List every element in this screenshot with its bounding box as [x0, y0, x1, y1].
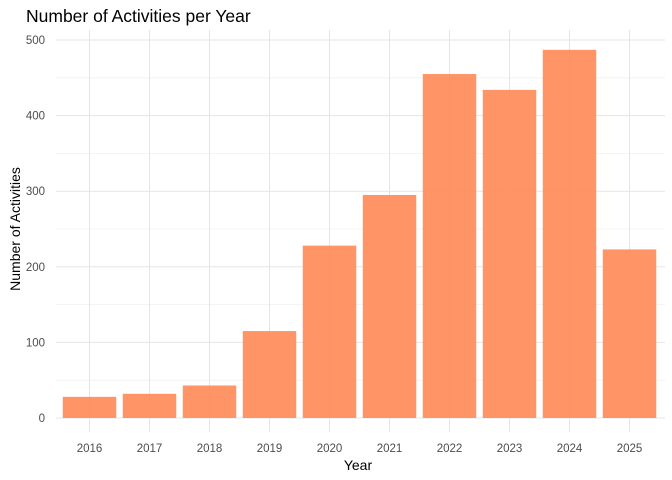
x-tick-label: 2016	[77, 443, 103, 455]
y-axis-title: Number of Activities	[7, 167, 23, 291]
bar-2024	[542, 49, 597, 418]
x-tick-label: 2023	[497, 443, 523, 455]
bar-2018	[182, 385, 237, 418]
y-tick-label: 0	[39, 413, 45, 425]
bar-2021	[362, 194, 417, 418]
bar-2017	[122, 393, 177, 418]
x-tick-label: 2021	[377, 443, 403, 455]
y-tick-label: 400	[26, 111, 45, 123]
bar-2025	[602, 249, 657, 418]
bars	[62, 49, 657, 419]
x-tick-label: 2018	[197, 443, 223, 455]
x-tick-label: 2019	[257, 443, 283, 455]
chart-title: Number of Activities per Year	[26, 6, 251, 26]
y-tick-label: 100	[26, 337, 45, 349]
bar-2023	[482, 89, 537, 419]
bar-2022	[422, 74, 477, 419]
x-tick-label: 2017	[137, 443, 163, 455]
x-tick-label: 2022	[437, 443, 463, 455]
bar-2020	[302, 245, 357, 418]
x-axis-ticks: 2016 2017 2018 2019 2020 2021 2022 2023 2024 2025	[77, 443, 643, 455]
x-tick-label: 2024	[557, 443, 583, 455]
y-tick-label: 200	[26, 262, 45, 274]
bar-2016	[62, 396, 117, 418]
x-tick-label: 2025	[617, 443, 643, 455]
y-tick-label: 500	[26, 35, 45, 47]
x-axis-title: Year	[344, 457, 373, 473]
x-tick-label: 2020	[317, 443, 343, 455]
bar-2019	[242, 331, 297, 418]
y-tick-label: 300	[26, 186, 45, 198]
y-axis-ticks: 0 100 200 300 400 500	[26, 35, 45, 425]
